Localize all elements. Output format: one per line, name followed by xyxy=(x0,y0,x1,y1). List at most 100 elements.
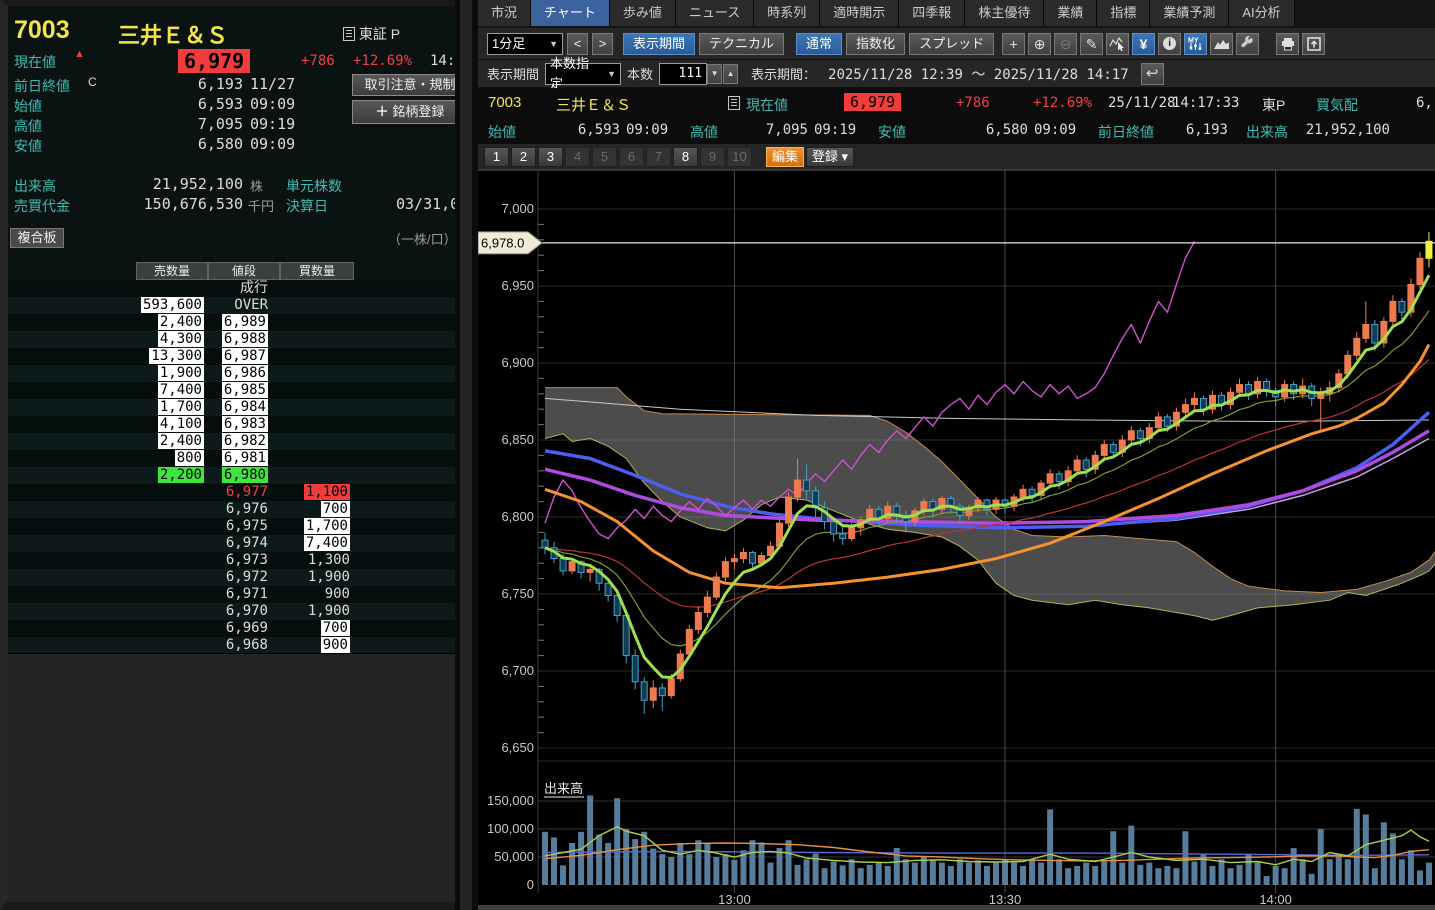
tab-ニュース[interactable]: ニュース xyxy=(675,0,755,26)
order-book-row[interactable]: 2,200 6,980 xyxy=(8,467,463,484)
composite-board-button[interactable]: 複合板 xyxy=(10,228,64,248)
order-book-row[interactable]: 6,968 900 xyxy=(8,637,463,654)
price-level: 6,989 xyxy=(221,314,268,330)
tab-業績[interactable]: 業績 xyxy=(1044,0,1098,26)
page-button-7[interactable]: 7 xyxy=(646,146,671,167)
candle-body xyxy=(1371,324,1379,344)
page-button-6[interactable]: 6 xyxy=(619,146,644,167)
reset-range-icon[interactable]: ↩ xyxy=(1140,62,1164,85)
sell-qty: 1,700 xyxy=(157,399,204,415)
order-book-row[interactable]: 800 6,981 xyxy=(8,450,463,467)
timeframe-select[interactable]: 1分足 ▼ xyxy=(487,32,563,55)
candle-body xyxy=(1236,384,1244,393)
order-book-row[interactable]: 4,300 6,988 xyxy=(8,331,463,348)
count-label: 本数 xyxy=(627,67,654,82)
svg-text:MY: MY xyxy=(1188,38,1199,45)
wrench-icon[interactable] xyxy=(1236,32,1260,55)
order-book-row[interactable]: 6,976 700 xyxy=(8,501,463,518)
trade-caution-button[interactable]: 取引注意・規制 xyxy=(352,74,468,96)
chart-panel: 市況 チャート 歩み値 ニュース 時系列 適時開示 四季報 株主優待 業績 指標 業績予測 AI分析 … xyxy=(478,0,1435,910)
edit-button[interactable]: 編集 xyxy=(766,146,804,167)
price-change: +786 xyxy=(301,53,335,69)
tab-歩み値[interactable]: 歩み値 xyxy=(609,0,676,26)
spinner-up-icon[interactable]: ▲ xyxy=(723,63,739,84)
tab-適時開示[interactable]: 適時開示 xyxy=(820,0,900,26)
volume-bar xyxy=(641,831,648,885)
order-book-row[interactable]: 7,400 6,985 xyxy=(8,382,463,399)
info-icon[interactable]: i xyxy=(1158,32,1182,55)
order-book-row[interactable]: 1,900 6,986 xyxy=(8,365,463,382)
open-window-icon[interactable] xyxy=(1302,32,1326,55)
register-stock-button[interactable]: ＋ 銘柄登録 xyxy=(352,100,468,124)
order-book-row[interactable]: 6,970 1,900 xyxy=(8,603,463,620)
normal-mode-button[interactable]: 通常 xyxy=(796,32,843,55)
spinner-down-icon[interactable]: ▼ xyxy=(707,63,723,84)
order-book-row[interactable]: 6,974 7,400 xyxy=(8,535,463,552)
tab-株主優待[interactable]: 株主優待 xyxy=(965,0,1045,26)
panel-divider[interactable] xyxy=(455,0,478,910)
technical-button[interactable]: テクニカル xyxy=(699,32,785,55)
printer-icon[interactable] xyxy=(1276,32,1300,55)
tab-チャート[interactable]: チャート xyxy=(531,0,610,26)
chart-h-scrollbar[interactable] xyxy=(478,905,1435,910)
volume-bar xyxy=(1038,862,1045,885)
volume-bar xyxy=(767,862,774,885)
price-level: 6,988 xyxy=(221,331,268,347)
register-list-button[interactable]: 登録 ▾ xyxy=(806,146,854,167)
page-button-5[interactable]: 5 xyxy=(592,146,617,167)
order-book-row[interactable]: 593,600 OVER xyxy=(8,297,463,314)
crosshair-icon[interactable]: + xyxy=(1002,32,1026,55)
market-section: 東証 P xyxy=(343,24,400,44)
page-button-1[interactable]: 1 xyxy=(484,146,509,167)
col-price: 値段 xyxy=(208,262,280,280)
tab-指標[interactable]: 指標 xyxy=(1097,0,1151,26)
page-button-8[interactable]: 8 xyxy=(673,146,698,167)
sell-qty: 800 xyxy=(174,450,204,466)
page-button-4[interactable]: 4 xyxy=(565,146,590,167)
page-button-3[interactable]: 3 xyxy=(538,146,563,167)
page-button-9[interactable]: 9 xyxy=(700,146,725,167)
count-input[interactable]: 111 xyxy=(659,62,708,85)
order-book-row[interactable]: 2,400 6,982 xyxy=(8,433,463,450)
order-book-row[interactable]: 1,700 6,984 xyxy=(8,399,463,416)
page-button-10[interactable]: 10 xyxy=(727,146,752,167)
order-book-row[interactable]: 4,100 6,983 xyxy=(8,416,463,433)
page-button-2[interactable]: 2 xyxy=(511,146,536,167)
display-period-button[interactable]: 表示期間 xyxy=(623,32,696,55)
sell-qty: 4,300 xyxy=(157,331,204,347)
zoom-out-icon[interactable]: ⊖ xyxy=(1054,32,1078,55)
pencil-icon[interactable]: ✎ xyxy=(1080,32,1104,55)
prev-button[interactable]: < xyxy=(567,32,588,55)
yen-icon[interactable]: ¥ xyxy=(1132,32,1156,55)
volume-bar xyxy=(1344,859,1351,885)
candle-body xyxy=(884,505,892,520)
volume-bar xyxy=(623,829,630,885)
order-book-row[interactable]: 成行 xyxy=(8,280,463,297)
next-button[interactable]: > xyxy=(592,32,613,55)
order-book-row[interactable]: 6,971 900 xyxy=(8,586,463,603)
order-book-row[interactable]: 6,969 700 xyxy=(8,620,463,637)
sell-qty: 4,100 xyxy=(157,416,204,432)
price-chart[interactable]: 6,650 6,700 6,750 6,800 6,850 6,900 6,950 7,000… xyxy=(478,170,1435,910)
order-book-row[interactable]: 6,972 1,900 xyxy=(8,569,463,586)
tab-時系列[interactable]: 時系列 xyxy=(754,0,821,26)
candle-body xyxy=(712,576,720,598)
order-book-row[interactable]: 6,977 1,100 xyxy=(8,484,463,501)
order-book-row[interactable]: 6,973 1,300 xyxy=(8,552,463,569)
tab-AI分析[interactable]: AI分析 xyxy=(1229,0,1295,26)
tab-四季報[interactable]: 四季報 xyxy=(899,0,966,26)
order-book-row[interactable]: 6,975 1,700 xyxy=(8,518,463,535)
tab-市況[interactable]: 市況 xyxy=(478,0,532,26)
tab-業績予測[interactable]: 業績予測 xyxy=(1150,0,1230,26)
order-book-row[interactable]: 13,300 6,987 xyxy=(8,348,463,365)
open-time: 09:09 xyxy=(250,95,296,113)
spread-mode-button[interactable]: スプレッド xyxy=(909,32,995,55)
trend-cursor-icon[interactable] xyxy=(1106,32,1130,55)
zoom-in-icon[interactable]: ⊕ xyxy=(1028,32,1052,55)
count-mode-select[interactable]: 本数指定 ▼ xyxy=(545,56,622,91)
my-indicator-icon[interactable]: MY xyxy=(1184,32,1208,55)
order-book-row[interactable]: 2,400 6,989 xyxy=(8,314,463,331)
mountain-chart-icon[interactable] xyxy=(1210,32,1234,55)
indexed-mode-button[interactable]: 指数化 xyxy=(846,32,906,55)
